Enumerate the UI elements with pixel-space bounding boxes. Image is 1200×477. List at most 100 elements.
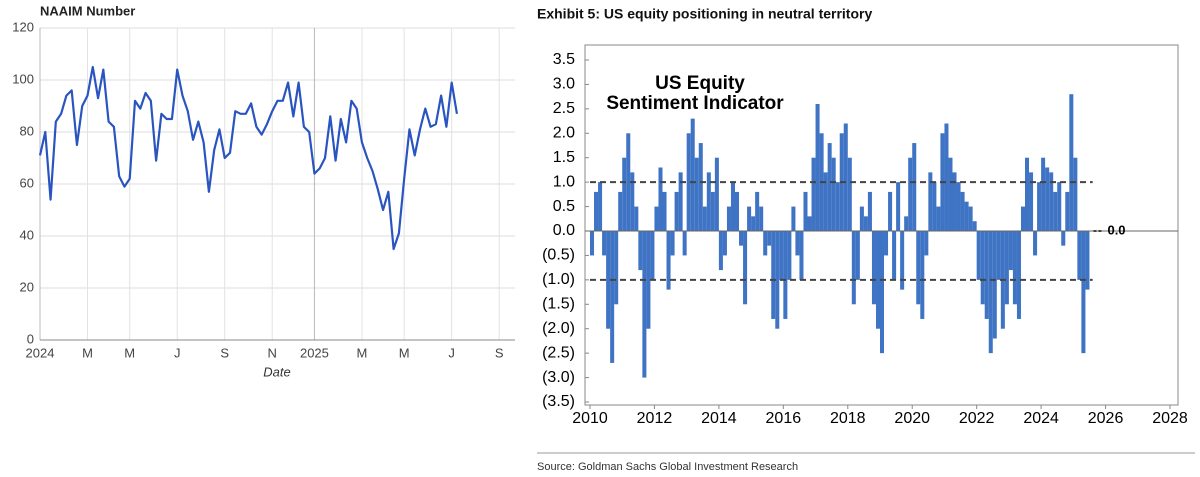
x-tick-label: J: [448, 345, 455, 360]
y-tick-label: (2.0): [542, 320, 575, 337]
bar: [1020, 206, 1025, 231]
bar: [787, 231, 792, 280]
bar: [783, 231, 788, 319]
bar: [626, 133, 631, 231]
plot-frame: [584, 44, 1179, 406]
bar: [1033, 231, 1038, 256]
bar: [1077, 231, 1082, 280]
source-note: Source: Goldman Sachs Global Investment …: [537, 461, 798, 473]
bar: [948, 157, 953, 231]
bar: [779, 231, 784, 280]
bar: [916, 231, 921, 305]
bar: [968, 206, 973, 231]
annotation: US Equity: [655, 73, 745, 94]
bar: [851, 231, 856, 305]
bar: [936, 206, 941, 231]
bar: [827, 143, 832, 231]
x-tick-label: 2020: [894, 410, 930, 427]
bar: [590, 231, 595, 256]
bar: [795, 231, 800, 256]
bar: [992, 231, 997, 339]
bar: [759, 206, 764, 231]
bar: [863, 216, 868, 231]
bar: [714, 157, 719, 231]
bar: [1041, 157, 1046, 231]
y-tick-label: 60: [20, 175, 34, 190]
y-tick-label: 80: [20, 123, 34, 138]
bar: [904, 216, 909, 231]
bar: [718, 231, 723, 271]
bar: [610, 231, 615, 363]
bar: [690, 118, 695, 231]
bar: [634, 206, 639, 231]
bar: [980, 231, 985, 305]
bar: [658, 167, 663, 231]
bar: [823, 172, 828, 231]
bar: [726, 206, 731, 231]
bar: [1025, 157, 1030, 231]
bar: [654, 206, 659, 231]
bar: [602, 231, 607, 256]
bar: [924, 231, 929, 256]
bar: [694, 157, 699, 231]
bar: [1049, 172, 1054, 231]
bar: [964, 201, 969, 231]
bar: [799, 231, 804, 280]
y-tick-label: (3.5): [542, 393, 575, 410]
bar: [730, 182, 735, 231]
bar: [859, 206, 864, 231]
y-tick-label: 3.0: [553, 76, 575, 93]
bar: [996, 231, 1001, 280]
x-tick-label: N: [268, 345, 277, 360]
bar: [803, 191, 808, 231]
bar: [855, 231, 860, 280]
y-tick-label: 20: [20, 279, 34, 294]
bar: [706, 172, 711, 231]
bar: [952, 172, 957, 231]
bar: [884, 231, 889, 256]
bar: [888, 191, 893, 231]
chart-title: NAAIM Number: [40, 3, 135, 18]
x-tick-label: 2010: [572, 410, 608, 427]
bar: [831, 157, 836, 231]
bar: [972, 221, 977, 231]
bar: [932, 182, 937, 231]
x-tick-label: 2022: [959, 410, 995, 427]
bar: [735, 191, 740, 231]
x-tick-label: 2014: [701, 410, 737, 427]
bar: [598, 182, 603, 231]
bar: [618, 191, 623, 231]
y-tick-label: (0.5): [542, 247, 575, 264]
bar: [912, 143, 917, 231]
bar: [944, 123, 949, 231]
bar: [900, 231, 905, 290]
y-tick-label: (3.0): [542, 369, 575, 386]
bar: [807, 216, 812, 231]
y-tick-label: 0: [27, 331, 34, 346]
x-tick-label: S: [495, 345, 504, 360]
y-tick-label: 2.0: [553, 125, 575, 142]
bar: [686, 133, 691, 231]
bar: [642, 231, 647, 378]
bar: [678, 172, 683, 231]
bar: [767, 231, 772, 246]
bar: [1016, 231, 1021, 319]
x-tick-label: 2028: [1152, 410, 1188, 427]
bar: [743, 231, 748, 305]
bar: [960, 191, 965, 231]
bar: [928, 172, 933, 231]
x-tick-label: S: [220, 345, 229, 360]
bar: [815, 103, 820, 231]
bar: [751, 216, 756, 231]
x-tick-label: 2024: [1023, 410, 1059, 427]
bar: [908, 157, 913, 231]
x-tick-label: M: [124, 345, 135, 360]
bar: [622, 157, 627, 231]
x-tick-label: J: [174, 345, 181, 360]
bar: [1045, 167, 1050, 231]
y-tick-label: (2.5): [542, 344, 575, 361]
x-tick-label: 2018: [830, 410, 866, 427]
bar: [670, 231, 675, 256]
y-tick-label: 40: [20, 227, 34, 242]
